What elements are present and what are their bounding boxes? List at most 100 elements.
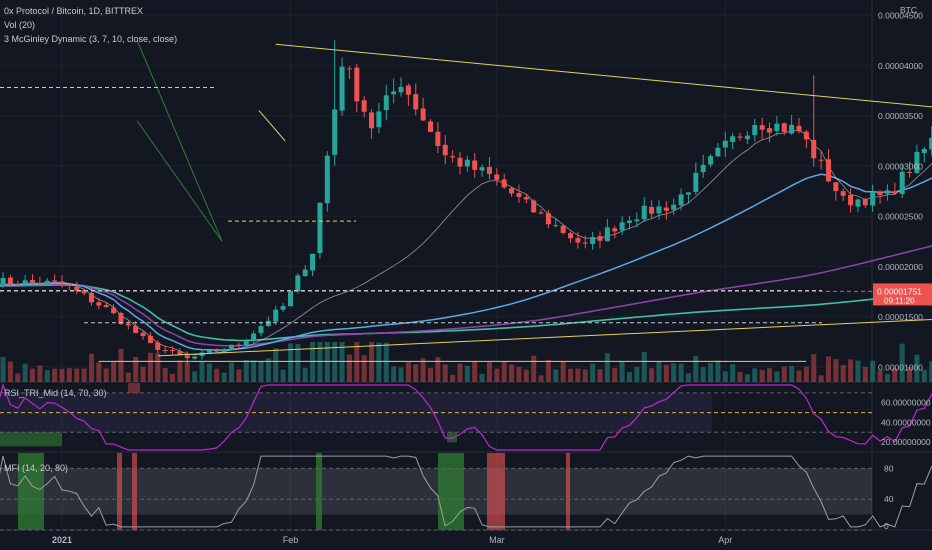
candle-body: [730, 136, 736, 142]
mfi-label[interactable]: MFI (14, 20, 80): [4, 463, 69, 473]
volume-bar: [575, 368, 581, 382]
volume-bar: [295, 344, 301, 382]
candle-body: [538, 212, 544, 214]
rsi-label[interactable]: RSI_TRI_Mid (14, 70, 30): [4, 388, 107, 398]
volume-bar: [413, 364, 419, 382]
volume-bar: [243, 360, 249, 382]
volume-bar: [501, 361, 507, 382]
candle-body: [494, 174, 500, 180]
volume-bar: [221, 372, 227, 382]
candle-body: [37, 282, 43, 285]
volume-bar: [420, 358, 426, 382]
volume-bar: [7, 361, 13, 382]
candle-body: [317, 202, 323, 253]
mfi-legend: MFI (14, 20, 80): [4, 463, 68, 474]
volume-bar: [494, 368, 500, 382]
volume-bar: [626, 372, 632, 382]
mcginley-label[interactable]: 3 McGinley Dynamic (3, 7, 10, close, clo…: [4, 34, 178, 44]
candle-body: [464, 159, 470, 167]
candle-body: [781, 123, 787, 132]
last-price-value: 0.00001751: [877, 286, 922, 296]
price-tick-label: 0.00001000: [878, 362, 923, 372]
volume-bar: [265, 358, 271, 382]
candle-body: [332, 109, 338, 155]
volume-bar: [125, 372, 131, 382]
candle-body: [420, 108, 426, 121]
volume-bar: [229, 362, 235, 382]
candle-body: [302, 269, 308, 276]
candle-body: [523, 197, 529, 200]
candle-body: [774, 123, 780, 131]
candle-body: [825, 159, 831, 182]
candle-body: [921, 148, 927, 153]
volume-bar: [516, 366, 522, 382]
mcginley-fast-line: [0, 173, 932, 351]
volume-bar: [767, 368, 773, 382]
time-tick-label: Apr: [718, 535, 732, 545]
candle-body: [619, 222, 625, 231]
candle-body: [803, 131, 809, 140]
candle-body: [516, 193, 522, 197]
candle-body: [413, 94, 419, 110]
candle-body: [177, 351, 183, 356]
helper-trendline: [258, 110, 286, 142]
candle-body: [236, 344, 242, 346]
volume-bar: [730, 364, 736, 382]
candle-body: [678, 194, 684, 206]
volume-bar: [486, 362, 492, 382]
rsi-tick-label: 60.00000000: [881, 398, 931, 408]
candle-body: [118, 313, 124, 324]
symbol-title[interactable]: 0x Protocol / Bitcoin, 1D, BITTREX: [4, 6, 144, 16]
volume-bar: [88, 353, 94, 382]
last-price-badge: [873, 283, 932, 306]
candle-body: [796, 125, 802, 131]
candle-body: [634, 219, 640, 222]
candle-body: [545, 213, 551, 225]
volume-bar: [693, 355, 699, 382]
volume-bar: [273, 348, 279, 382]
volume-bar: [553, 369, 559, 382]
candle-body: [376, 111, 382, 128]
candle-body: [59, 281, 65, 284]
volume-bar: [862, 366, 868, 382]
countdown-value: 09:11:20: [884, 296, 915, 305]
candle-body: [907, 171, 913, 174]
ascending-trendline: [157, 319, 932, 357]
volume-bar: [619, 361, 625, 382]
volume-bar: [921, 369, 927, 382]
candle-body: [818, 159, 824, 161]
candle-body: [914, 151, 920, 173]
candle-body: [450, 156, 456, 158]
rsi-band: [0, 392, 712, 433]
candle-body: [103, 305, 109, 307]
mfi-highlight-zone: [438, 453, 464, 530]
volume-bar: [722, 371, 728, 382]
candle-body: [391, 91, 397, 95]
volume-bar: [442, 364, 448, 382]
price-tick-label: 0.00004500: [878, 11, 923, 21]
volume-bar: [428, 367, 433, 382]
candle-body: [52, 280, 58, 282]
candle-body: [221, 349, 227, 352]
volume-bar: [405, 362, 411, 382]
volume-bar: [155, 353, 161, 382]
candle-body: [501, 179, 507, 188]
volume-bar: [671, 363, 677, 382]
candle-body: [833, 182, 839, 192]
candle-body: [162, 349, 168, 351]
candle-body: [840, 191, 846, 196]
volume-bar: [560, 361, 566, 382]
volume-bar: [346, 354, 352, 382]
volume-label[interactable]: Vol (20): [4, 20, 36, 30]
volume-bar: [37, 365, 43, 382]
candle-body: [383, 95, 389, 111]
candle-body: [870, 192, 876, 206]
candle-body: [582, 242, 588, 244]
candle-body: [752, 124, 758, 136]
candle-body: [862, 198, 868, 206]
volume-bar: [781, 366, 787, 382]
volume-bar: [30, 368, 36, 382]
candle-body: [693, 172, 699, 192]
volume-bar: [656, 361, 662, 382]
